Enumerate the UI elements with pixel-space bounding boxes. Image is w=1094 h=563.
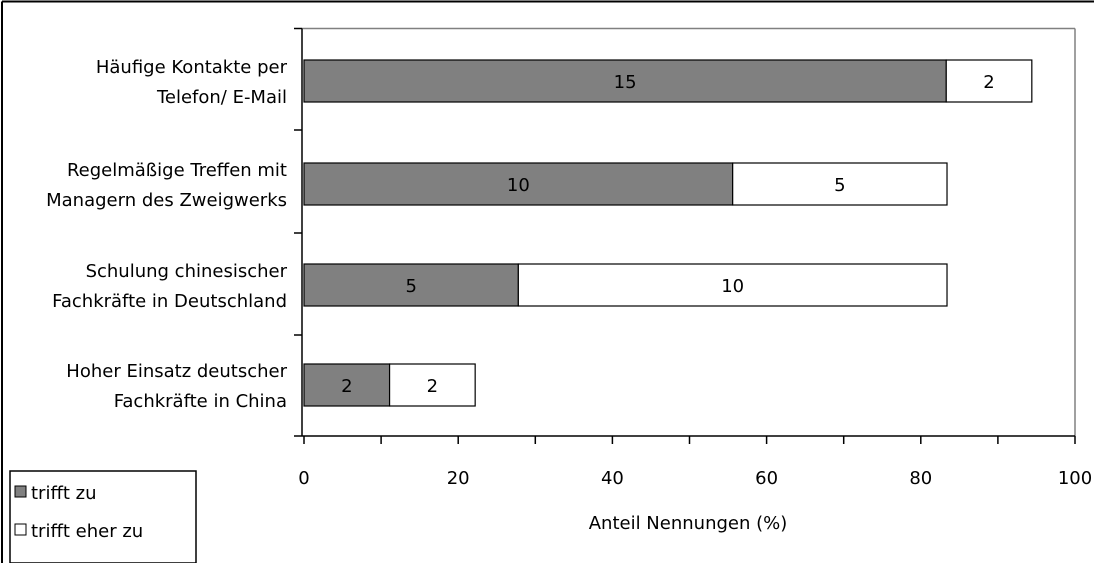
- category-label: Hoher Einsatz deutscher: [66, 361, 287, 382]
- legend-box: [9, 470, 197, 563]
- bar-value-label: 2: [341, 376, 352, 397]
- bar-value-label: 5: [834, 175, 845, 196]
- bar-value-label: 10: [721, 276, 744, 297]
- plot-area-frame: [302, 27, 1076, 436]
- bar-segment: [303, 263, 519, 307]
- axes: 0 20 40 60 80 100: [294, 27, 1092, 489]
- bar-segment: [388, 363, 476, 407]
- x-tick-label: 20: [447, 468, 470, 489]
- legend-label-trifft-eher-zu: trifft eher zu: [31, 521, 143, 542]
- category-labels: Häufige Kontakte per Telefon/ E-Mail Regel…: [46, 57, 287, 412]
- legend-swatch-trifft-zu: [14, 485, 27, 498]
- legend: trifft zu trifft eher zu: [9, 470, 197, 563]
- bar-value-label: 5: [405, 276, 416, 297]
- bar-segment: [303, 162, 734, 206]
- category-label: Regelmäßige Treffen mit: [67, 160, 287, 181]
- x-tick-label: 0: [298, 468, 309, 489]
- x-tick-label: 40: [601, 468, 624, 489]
- legend-label-trifft-zu: trifft zu: [31, 483, 97, 504]
- bar-segment: [517, 263, 948, 307]
- bar-segment: [303, 59, 947, 103]
- bar-value-label: 10: [507, 175, 530, 196]
- bar-value-label: 15: [614, 72, 637, 93]
- bar-segment: [945, 59, 1033, 103]
- bar-value-label: 2: [427, 376, 438, 397]
- bar-value-label: 2: [983, 72, 994, 93]
- category-label: Fachkräfte in Deutschland: [52, 291, 287, 312]
- x-axis-title: Anteil Nennungen (%): [589, 513, 788, 534]
- category-label: Häufige Kontakte per: [96, 57, 288, 78]
- category-label: Schulung chinesischer: [86, 261, 288, 282]
- x-tick-label: 60: [755, 468, 778, 489]
- category-label: Managern des Zweigwerks: [46, 190, 287, 211]
- category-label: Fachkräfte in China: [114, 391, 287, 412]
- x-tick-label: 100: [1058, 468, 1092, 489]
- legend-swatch-trifft-eher-zu: [14, 523, 27, 536]
- bars: 15 2 10 5 5 10 2 2: [303, 59, 1033, 407]
- category-label: Telefon/ E-Mail: [156, 87, 287, 108]
- bar-segment: [732, 162, 948, 206]
- x-tick-label: 80: [909, 468, 932, 489]
